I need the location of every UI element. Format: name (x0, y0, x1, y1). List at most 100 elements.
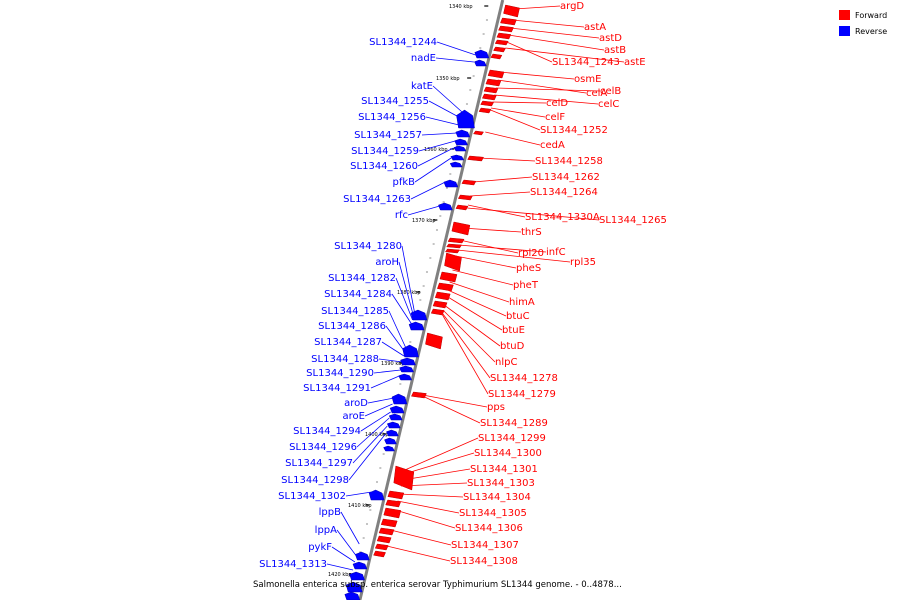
reverse-gene-block[interactable] (389, 405, 405, 414)
gene-label-sl1344-1280[interactable]: SL1344_1280 (334, 241, 415, 313)
forward-gene-block[interactable] (485, 78, 502, 87)
gene-label-sl1344-1291[interactable]: SL1344_1291 (303, 375, 400, 394)
forward-gene-block[interactable] (374, 543, 389, 551)
gene-label-nade[interactable]: nadE (411, 53, 474, 64)
reverse-gene-block[interactable] (410, 309, 428, 321)
gene-label-infc[interactable]: infC (458, 244, 566, 258)
gene-label-sl1344-1304[interactable]: SL1344_1304 (399, 492, 531, 503)
gene-label-aroe[interactable]: aroE (343, 403, 393, 422)
gene-label-cela[interactable]: celA (497, 79, 608, 99)
gene-label-celb[interactable]: celB (495, 86, 622, 97)
gene-label-celf[interactable]: celF (490, 107, 565, 123)
reverse-gene-block[interactable] (456, 109, 475, 129)
gene-label-sl1344-1290[interactable]: SL1344_1290 (306, 368, 401, 379)
reverse-gene-block[interactable] (352, 561, 368, 570)
gene-label-sl1344-1279[interactable]: SL1344_1279 (441, 313, 556, 400)
reverse-gene-block[interactable] (345, 581, 363, 593)
gene-label-rpl35[interactable]: rpl35 (457, 249, 596, 268)
forward-gene-block[interactable] (378, 527, 395, 536)
gene-label-hima[interactable]: himA (449, 281, 535, 308)
forward-gene-block[interactable] (432, 300, 448, 309)
reverse-gene-block[interactable] (386, 429, 399, 437)
gene-label-phes[interactable]: pheS (455, 255, 541, 274)
reverse-gene-block[interactable] (355, 551, 370, 561)
gene-label-pykf[interactable]: pykF (308, 542, 356, 563)
reverse-gene-block[interactable] (438, 202, 453, 211)
forward-gene-block[interactable] (494, 39, 509, 46)
gene-label-sl1344-1299[interactable]: SL1344_1299 (404, 433, 546, 471)
gene-label-asta[interactable]: astA (511, 19, 606, 33)
gene-label-rpl20[interactable]: rpl20 (459, 239, 544, 259)
gene-label-btue[interactable]: btuE (446, 295, 525, 336)
gene-label-sl1344-1303[interactable]: SL1344_1303 (401, 478, 535, 489)
gene-label-sl1344-1297[interactable]: SL1344_1297 (285, 425, 388, 469)
gene-label-lppb[interactable]: lppB (319, 507, 360, 545)
gene-label-sl1344-1278[interactable]: SL1344_1278 (441, 312, 558, 384)
gene-label-sl1344-1288[interactable]: SL1344_1288 (311, 354, 403, 365)
forward-gene-block[interactable] (451, 221, 471, 236)
reverse-gene-block[interactable] (391, 393, 408, 405)
gene-label-btud[interactable]: btuD (443, 304, 525, 352)
gene-label-rfc[interactable]: rfc (395, 205, 440, 221)
gene-label-pfkb[interactable]: pfkB (392, 157, 452, 188)
legend-forward[interactable]: Forward (839, 10, 887, 20)
reverse-gene-block[interactable] (383, 445, 395, 452)
gene-label-sl1344-1262[interactable]: SL1344_1262 (473, 172, 600, 183)
gene-label-celd[interactable]: celD (492, 98, 568, 109)
forward-gene-block[interactable] (461, 179, 477, 186)
gene-label-sl1344-1313[interactable]: SL1344_1313 (259, 559, 354, 571)
gene-label-lppa[interactable]: lppA (315, 525, 357, 557)
gene-label-sl1344-1255[interactable]: SL1344_1255 (361, 96, 461, 119)
gene-label-sl1344-1243[interactable]: SL1344_1243 (506, 41, 620, 68)
gene-label-sl1344-1294[interactable]: SL1344_1294 (293, 411, 391, 437)
reverse-gene-block[interactable] (474, 49, 490, 59)
forward-gene-block[interactable] (373, 550, 386, 558)
reverse-gene-block[interactable] (400, 357, 416, 366)
forward-gene-block[interactable] (480, 100, 495, 107)
forward-gene-block[interactable] (447, 237, 465, 244)
gene-label-sl1344-1260[interactable]: SL1344_1260 (350, 147, 454, 172)
gene-label-osme[interactable]: osmE (499, 71, 602, 85)
gene-label-astd[interactable]: astD (510, 27, 622, 44)
forward-gene-block[interactable] (383, 507, 402, 519)
forward-gene-block[interactable] (473, 130, 484, 136)
forward-gene-block[interactable] (444, 248, 460, 254)
gene-label-sl1344-1296[interactable]: SL1344_1296 (289, 417, 390, 453)
forward-gene-block[interactable] (457, 194, 473, 201)
gene-label-argd[interactable]: argD (514, 1, 585, 12)
reverse-gene-block[interactable] (368, 489, 385, 501)
gene-label-sl1344-1285[interactable]: SL1344_1285 (321, 306, 407, 349)
gene-label-sl1344-1286[interactable]: SL1344_1286 (318, 321, 406, 353)
gene-label-btuc[interactable]: btuC (447, 289, 530, 322)
gene-label-kate[interactable]: katE (411, 81, 463, 113)
forward-gene-block[interactable] (437, 282, 454, 292)
gene-label-sl1344-1256[interactable]: SL1344_1256 (358, 112, 460, 126)
gene-label-ceda[interactable]: cedA (485, 131, 565, 151)
reverse-gene-block[interactable] (349, 571, 365, 581)
forward-gene-block[interactable] (387, 490, 405, 500)
gene-label-sl1344-1287[interactable]: SL1344_1287 (314, 337, 405, 357)
reverse-gene-block[interactable] (388, 413, 403, 421)
gene-label-sl1344-1306[interactable]: SL1344_1306 (395, 509, 523, 534)
gene-label-sl1344-1301[interactable]: SL1344_1301 (402, 464, 538, 481)
reverse-gene-block[interactable] (408, 321, 425, 331)
forward-gene-block[interactable] (481, 93, 497, 101)
gene-label-sl1344-1305[interactable]: SL1344_1305 (397, 500, 527, 519)
gene-label-celc[interactable]: celC (494, 94, 619, 110)
gene-label-sl1344-1257[interactable]: SL1344_1257 (354, 130, 458, 141)
gene-label-arod[interactable]: aroD (344, 397, 395, 409)
forward-gene-block[interactable] (446, 243, 463, 249)
gene-label-sl1344-1282[interactable]: SL1344_1282 (328, 273, 413, 321)
reverse-gene-block[interactable] (474, 59, 487, 67)
forward-gene-block[interactable] (467, 155, 484, 162)
forward-gene-block[interactable] (393, 465, 415, 491)
gene-label-thrs[interactable]: thrS (462, 227, 542, 238)
reverse-gene-block[interactable] (453, 145, 467, 152)
gene-label-aste[interactable]: astE (505, 47, 646, 68)
gene-label-sl1344-1244[interactable]: SL1344_1244 (369, 37, 476, 56)
gene-label-pps[interactable]: pps (422, 394, 505, 413)
forward-gene-block[interactable] (434, 291, 451, 301)
gene-label-astb[interactable]: astB (508, 34, 626, 56)
gene-label-sl1344-1252[interactable]: SL1344_1252 (490, 109, 608, 136)
forward-gene-block[interactable] (478, 107, 492, 114)
